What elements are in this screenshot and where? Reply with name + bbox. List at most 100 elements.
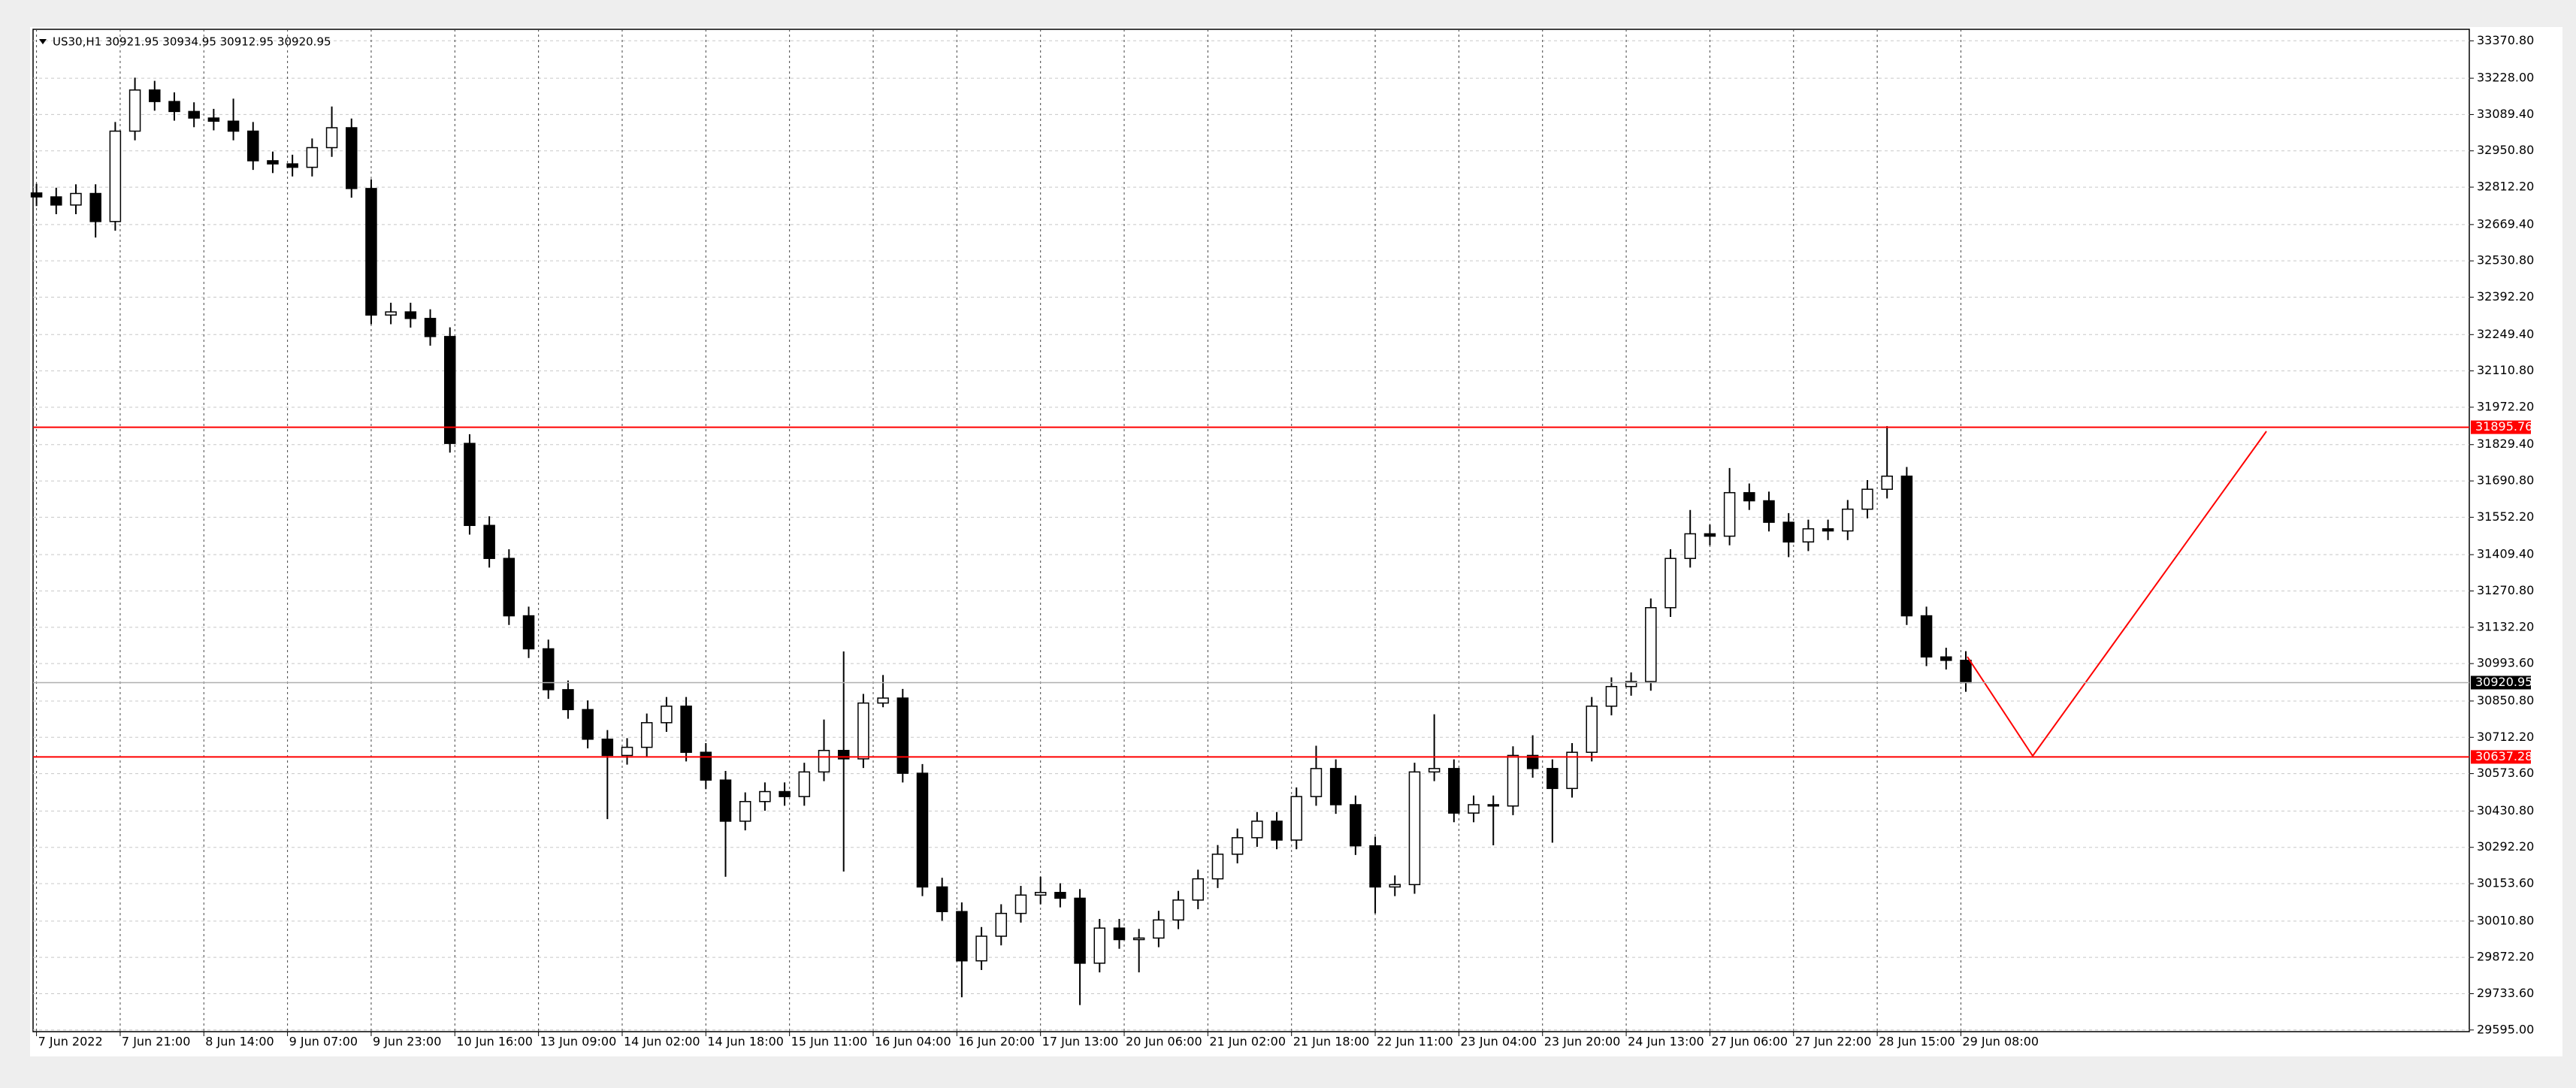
candle-body <box>1900 475 1913 617</box>
y-tick-label: 29733.60 <box>2477 986 2534 1000</box>
candle-body <box>877 697 889 704</box>
y-tick-label: 31132.20 <box>2477 619 2534 633</box>
candle-body <box>1231 837 1244 855</box>
candle-body <box>1211 854 1224 880</box>
candle-body <box>1782 521 1794 542</box>
candle-body <box>1389 884 1401 888</box>
candle-body <box>1428 768 1441 773</box>
y-tick-label: 29872.20 <box>2477 950 2534 964</box>
candle-body <box>346 127 358 189</box>
candle-body <box>837 750 850 760</box>
candle-body <box>30 192 43 198</box>
candle-body <box>1310 768 1323 797</box>
candle-body <box>286 163 298 168</box>
candle-body <box>1743 491 1755 502</box>
x-tick-label: 7 Jun 2022 <box>38 1035 103 1049</box>
candle-body <box>128 89 141 132</box>
candle-body <box>207 117 220 122</box>
candle-body <box>975 935 987 962</box>
y-tick-label: 29595.00 <box>2477 1022 2534 1036</box>
candle-body <box>109 130 122 222</box>
y-tick-label: 30712.20 <box>2477 730 2534 744</box>
candle-body <box>503 558 516 617</box>
candle-body <box>739 801 751 822</box>
y-tick-label: 30153.60 <box>2477 876 2534 890</box>
candle-body <box>149 89 161 102</box>
y-tick-label: 31690.80 <box>2477 473 2534 488</box>
candle-body <box>1153 919 1165 939</box>
y-tick-label: 33089.40 <box>2477 107 2534 121</box>
candle-body <box>1468 804 1480 814</box>
last-price-label: 30920.95 <box>2475 675 2532 689</box>
candle-body <box>1329 768 1342 805</box>
candle-body <box>1704 533 1716 537</box>
marks <box>30 77 1972 1005</box>
candle-body <box>601 739 614 757</box>
candle-body <box>1664 558 1677 609</box>
candle-body <box>956 911 968 962</box>
candle-body <box>562 689 574 711</box>
y-tick-label: 31270.80 <box>2477 583 2534 597</box>
x-tick-label: 27 Jun 06:00 <box>1711 1035 1788 1049</box>
x-tick-label: 9 Jun 23:00 <box>373 1035 441 1049</box>
candle-body <box>247 130 259 162</box>
level-tag <box>2471 750 2531 764</box>
candle-body <box>1172 899 1184 921</box>
candle-body <box>1132 937 1145 941</box>
candle-body <box>1625 681 1637 688</box>
y-tick-label: 33228.00 <box>2477 71 2534 85</box>
x-tick-label: 8 Jun 14:00 <box>205 1035 274 1049</box>
y-tick-label: 32110.80 <box>2477 363 2534 377</box>
x-tick-label: 14 Jun 18:00 <box>707 1035 784 1049</box>
candle-body <box>857 702 869 760</box>
candle-body <box>1350 804 1362 847</box>
candle-body <box>542 648 555 691</box>
symbol-info: US30,H1 30921.95 30934.95 30912.95 30920… <box>53 35 331 49</box>
candle-body <box>1408 771 1421 886</box>
candle-body <box>404 311 417 319</box>
candle-body <box>1192 878 1205 901</box>
drawn-trendline <box>1967 431 2267 757</box>
candle-body <box>1960 660 1972 684</box>
candle-body <box>1526 754 1539 769</box>
x-tick-label: 15 Jun 11:00 <box>791 1035 868 1049</box>
y-tick-label: 30292.20 <box>2477 839 2534 854</box>
plot-frame <box>32 29 2470 1032</box>
candle-body <box>798 771 811 797</box>
x-tick-label: 20 Jun 06:00 <box>1126 1035 1202 1049</box>
candle-body <box>661 706 673 724</box>
candle-body <box>640 722 653 748</box>
x-tick-label: 22 Jun 11:00 <box>1377 1035 1453 1049</box>
candle-body <box>936 886 948 912</box>
candle-body <box>325 127 338 149</box>
candle-body <box>1034 892 1047 896</box>
candle-body <box>365 188 377 316</box>
candle-body <box>779 790 791 797</box>
candle-body <box>1723 491 1736 537</box>
x-tick-label: 28 Jun 15:00 <box>1879 1035 1955 1049</box>
candle-body <box>1448 768 1460 814</box>
x-tick-label: 17 Jun 13:00 <box>1042 1035 1119 1049</box>
level-label: 30637.28 <box>2475 749 2532 763</box>
candle-body <box>759 790 771 802</box>
candle-body <box>89 192 101 222</box>
candle-body <box>995 912 1008 937</box>
x-tick-label: 14 Jun 02:00 <box>624 1035 700 1049</box>
y-tick-label: 32249.40 <box>2477 327 2534 341</box>
y-tick-label: 30010.80 <box>2477 913 2534 927</box>
dropdown-icon <box>39 39 47 44</box>
y-tick-label: 31409.40 <box>2477 547 2534 561</box>
candle-body <box>896 697 909 774</box>
candle-body <box>1271 821 1283 841</box>
candle-body <box>1920 615 1933 658</box>
candle-body <box>1566 751 1578 790</box>
candle-body <box>916 772 929 888</box>
level-label: 31895.76 <box>2475 419 2532 434</box>
candle-body <box>700 751 712 781</box>
x-tick-label: 29 Jun 08:00 <box>1962 1035 2039 1049</box>
y-tick-label: 32950.80 <box>2477 143 2534 157</box>
candle-body <box>818 750 830 773</box>
candle-body <box>680 706 692 753</box>
candle-body <box>1940 656 1952 661</box>
